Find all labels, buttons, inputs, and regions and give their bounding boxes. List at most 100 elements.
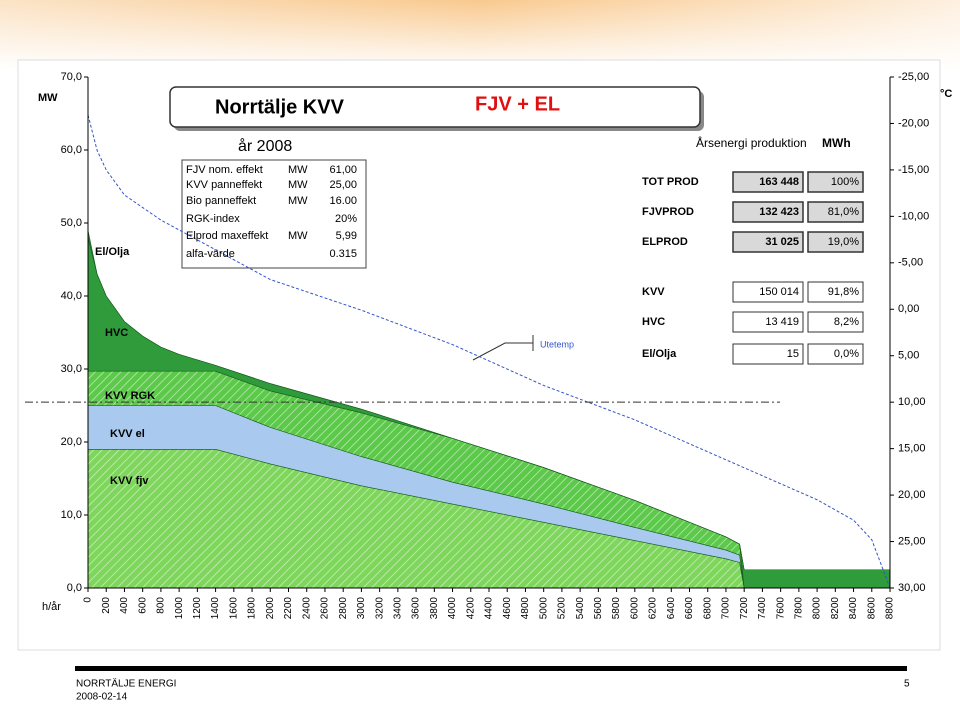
layer-label: El/Olja <box>95 246 130 258</box>
x-tick-label: 5600 <box>593 597 604 620</box>
param-value: 16.00 <box>329 195 357 207</box>
footer-page: 5 <box>904 679 910 690</box>
x-tick-label: 4800 <box>520 597 531 620</box>
layer-label: KVV RGK <box>105 390 155 402</box>
x-tick-label: 8400 <box>848 597 859 620</box>
x-tick-label: 1200 <box>192 597 203 620</box>
energy-label: KVV <box>642 286 665 298</box>
param-label: RGK-index <box>186 213 240 225</box>
x-tick-label: 2400 <box>301 597 312 620</box>
y2-tick-label: -10,00 <box>898 210 929 222</box>
x-tick-label: 4400 <box>484 597 495 620</box>
energy-cell <box>732 343 804 365</box>
energy-share: 8,2% <box>834 316 859 328</box>
energy-label: ELPROD <box>642 236 688 248</box>
energy-cell <box>732 201 804 223</box>
y2-tick-label: 5,00 <box>898 350 919 362</box>
x-tick-label: 7800 <box>794 597 805 620</box>
x-tick-label: 8000 <box>812 597 823 620</box>
x-tick-label: 6000 <box>629 597 640 620</box>
x-tick-label: 1800 <box>247 597 258 620</box>
x-tick-label: 3600 <box>411 597 422 620</box>
x-tick-label: 3200 <box>374 597 385 620</box>
energy-label: El/Olja <box>642 348 677 360</box>
x-tick-label: 7400 <box>757 597 768 620</box>
year-label: år 2008 <box>238 137 292 155</box>
x-tick-label: 7600 <box>775 597 786 620</box>
x-tick-label: 5400 <box>575 597 586 620</box>
energy-share: 100% <box>831 176 859 188</box>
y2-tick-label: 30,00 <box>898 582 926 594</box>
y2-axis-label: °C <box>940 88 952 100</box>
energy-label: TOT PROD <box>642 176 699 188</box>
y2-tick-label: -15,00 <box>898 164 929 176</box>
param-value: 0.315 <box>329 248 357 260</box>
param-value: 5,99 <box>336 230 357 242</box>
footer-date: 2008-02-14 <box>76 692 128 703</box>
param-value: 25,00 <box>329 179 357 191</box>
y2-tick-label: -25,00 <box>898 71 929 83</box>
param-value: 61,00 <box>329 164 357 176</box>
x-tick-label: 1600 <box>228 597 239 620</box>
x-axis-label: h/år <box>42 601 61 613</box>
chart-subtitle: FJV + EL <box>475 93 560 115</box>
x-tick-label: 6400 <box>666 597 677 620</box>
param-unit: MW <box>288 164 308 176</box>
energy-mwh: 163 448 <box>759 176 799 188</box>
x-tick-label: 7200 <box>739 597 750 620</box>
energy-title: Årsenergi produktion <box>696 135 807 150</box>
x-tick-label: 4600 <box>502 597 513 620</box>
header-fade <box>0 0 960 70</box>
x-tick-label: 200 <box>101 597 112 614</box>
x-tick-label: 2800 <box>338 597 349 620</box>
energy-cell <box>807 311 864 333</box>
x-tick-label: 1400 <box>210 597 221 620</box>
energy-cell <box>732 281 804 303</box>
x-tick-label: 7000 <box>721 597 732 620</box>
x-tick-label: 6600 <box>684 597 695 620</box>
energy-mwh: 15 <box>787 348 799 360</box>
x-tick-label: 5800 <box>611 597 622 620</box>
energy-cell <box>807 343 864 365</box>
x-tick-label: 4000 <box>447 597 458 620</box>
x-tick-label: 600 <box>137 597 148 614</box>
x-tick-label: 8200 <box>830 597 841 620</box>
energy-label: FJVPROD <box>642 206 694 218</box>
y2-tick-label: -20,00 <box>898 117 929 129</box>
energy-share: 81,0% <box>828 206 859 218</box>
param-value: 20% <box>335 213 357 225</box>
energy-cell <box>807 231 864 253</box>
energy-cell <box>732 231 804 253</box>
y-tick-label: 60,0 <box>61 144 82 156</box>
layer-label: KVV el <box>110 428 145 440</box>
param-label: alfa-värde <box>186 248 235 260</box>
param-unit: MW <box>288 230 308 242</box>
temperature-line <box>87 114 891 589</box>
x-tick-label: 1000 <box>174 597 185 620</box>
x-tick-label: 2000 <box>265 597 276 620</box>
chart-title: Norrtälje KVV <box>215 96 345 118</box>
layer-label: KVV fjv <box>110 475 149 487</box>
y-tick-label: 20,0 <box>61 436 82 448</box>
energy-mwh: 31 025 <box>765 236 799 248</box>
energy-unit: MWh <box>822 136 851 150</box>
x-tick-label: 3000 <box>356 597 367 620</box>
y-tick-label: 0,0 <box>67 582 82 594</box>
area <box>87 230 890 571</box>
energy-mwh: 132 423 <box>759 206 799 218</box>
y2-tick-label: 20,00 <box>898 489 926 501</box>
param-label: Bio panneffekt <box>186 195 256 207</box>
x-tick-label: 800 <box>156 597 167 614</box>
x-tick-label: 8800 <box>885 597 896 620</box>
param-unit: MW <box>288 195 308 207</box>
y-tick-label: 40,0 <box>61 290 82 302</box>
x-tick-label: 400 <box>119 597 130 614</box>
y-axis-label: MW <box>38 92 58 104</box>
x-tick-label: 4200 <box>465 597 476 620</box>
energy-cell <box>807 201 864 223</box>
param-unit: MW <box>288 179 308 191</box>
energy-share: 19,0% <box>828 236 859 248</box>
x-tick-label: 3400 <box>393 597 404 620</box>
param-label: FJV nom. effekt <box>186 164 263 176</box>
